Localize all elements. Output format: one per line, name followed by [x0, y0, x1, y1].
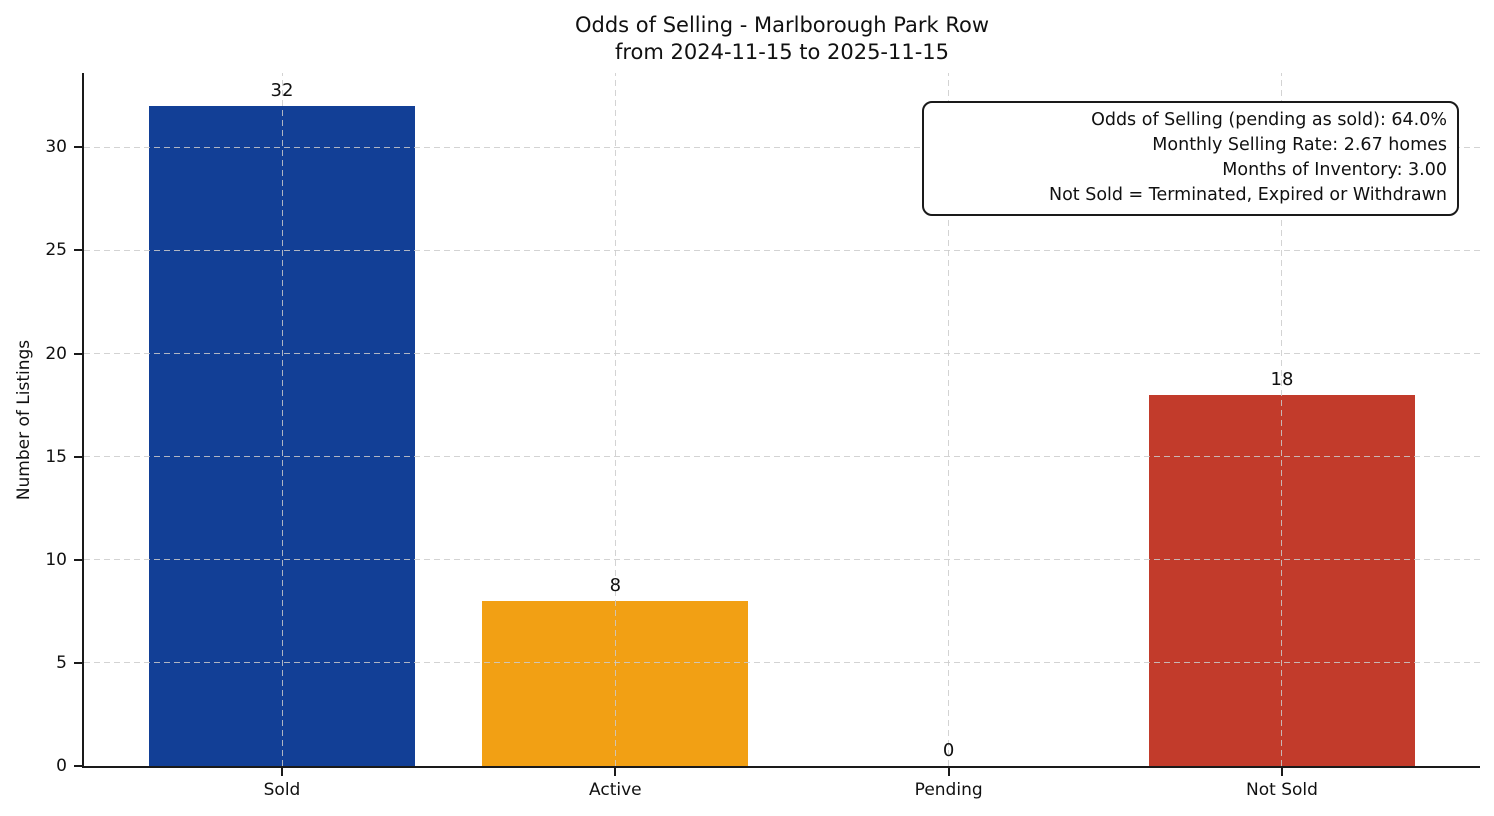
x-tick-mark [947, 768, 950, 776]
y-gridline [84, 353, 1480, 354]
y-tick-label: 30 [45, 137, 67, 158]
y-axis-label: Number of Listings [14, 339, 34, 501]
y-gridline [84, 456, 1480, 458]
bar-value-label: 0 [942, 740, 955, 761]
y-tick-label: 25 [45, 240, 67, 261]
x-tick-mark [281, 768, 283, 776]
plot-area: 32 8 0 18 0 5 10 15 20 25 30 Sold Active Pending Not … [45, 73, 1480, 800]
y-tick-mark [74, 558, 82, 561]
x-axis-spine [82, 766, 1480, 768]
x-tick-label: Pending [914, 780, 983, 800]
y-tick-label: 0 [56, 756, 67, 776]
x-gridline [614, 73, 616, 766]
annotation-line-inventory: Months of Inventory: 3.00 [1222, 160, 1447, 180]
x-tick-mark [614, 768, 617, 776]
y-tick-mark [74, 249, 82, 252]
y-tick-mark [74, 352, 82, 355]
y-tick-label: 15 [45, 446, 67, 467]
x-tick-label: Active [589, 780, 642, 800]
y-tick-label: 10 [45, 549, 67, 570]
bar-value-label: 18 [1270, 368, 1294, 390]
bar-value-label: 32 [270, 80, 294, 101]
y-gridline [84, 146, 1480, 148]
y-tick-label: 5 [56, 652, 67, 673]
annotation-line-monthly-rate: Monthly Selling Rate: 2.67 homes [1152, 135, 1447, 155]
y-gridline [84, 249, 1480, 251]
annotation-line-odds: Odds of Selling (pending as sold): 64.0% [1091, 110, 1447, 130]
chart-title-line-2: from 2024-11-15 to 2025-11-15 [614, 40, 950, 64]
x-gridline [948, 73, 950, 766]
x-gridline [281, 73, 283, 766]
x-tick-label: Sold [263, 780, 301, 800]
chart-title-line-1: Odds of Selling - Marlborough Park Row [574, 13, 990, 37]
chart-title: Odds of Selling - Marlborough Park Row f… [84, 12, 1480, 66]
y-gridline [84, 559, 1480, 561]
y-tick-mark [74, 146, 82, 149]
y-tick-mark [74, 765, 82, 767]
annotation-line-not-sold-def: Not Sold = Terminated, Expired or Withdr… [1048, 185, 1447, 205]
x-tick-label: Not Sold [1246, 780, 1318, 800]
y-axis-spine [82, 73, 84, 768]
x-gridline [1281, 73, 1283, 766]
y-gridline [84, 662, 1480, 664]
y-tick-mark [74, 661, 82, 664]
x-tick-mark [1280, 768, 1283, 776]
y-tick-label: 20 [45, 343, 67, 364]
annotation-box: Odds of Selling (pending as sold): 64.0%… [922, 101, 1459, 216]
bar-value-label: 8 [609, 575, 622, 596]
y-tick-mark [74, 455, 82, 458]
